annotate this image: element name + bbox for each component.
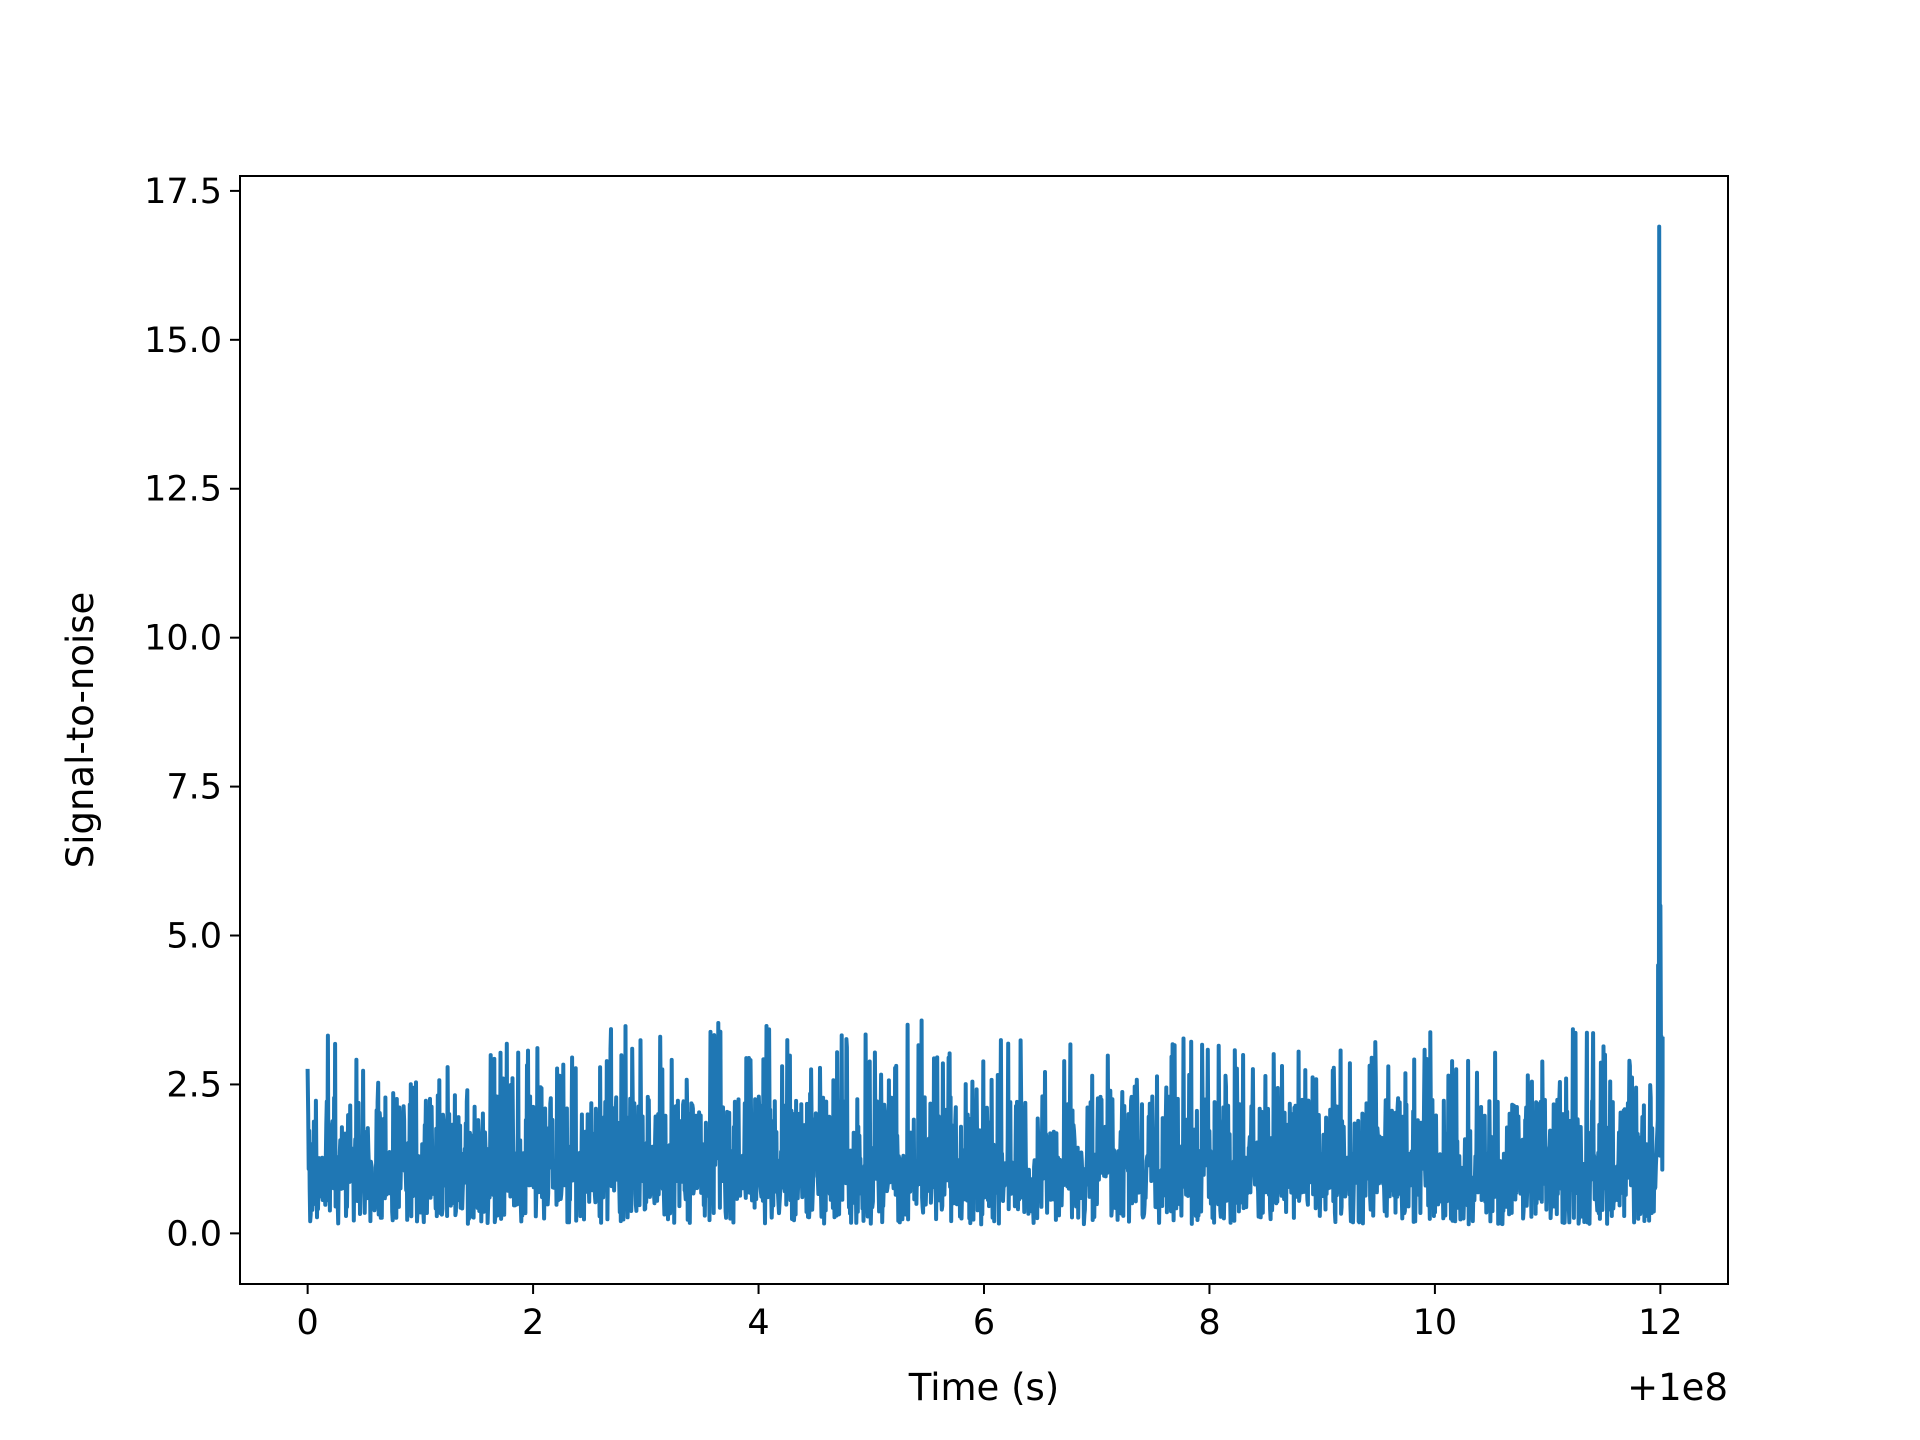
- y-tick-label: 0.0: [166, 1214, 222, 1254]
- x-tick-label: 8: [1198, 1303, 1220, 1343]
- signal-line-layer: [305, 224, 1665, 1227]
- x-offset-label: +1e8: [1627, 1366, 1728, 1409]
- y-tick-label: 2.5: [166, 1065, 222, 1105]
- y-axis-label: Signal-to-noise: [59, 592, 102, 869]
- x-tick-label: 12: [1638, 1303, 1683, 1343]
- y-tick-label: 17.5: [144, 172, 222, 212]
- x-tick-label: 2: [522, 1303, 544, 1343]
- x-tick-label: 4: [747, 1303, 769, 1343]
- signal-to-noise-line: [305, 224, 1665, 1227]
- x-tick-label: 10: [1413, 1303, 1458, 1343]
- y-ticks: 0.0 2.5 5.0 7.5 10.0 12.5 15.0 17.5: [144, 172, 240, 1254]
- y-tick-label: 7.5: [166, 768, 222, 808]
- y-tick-label: 15.0: [144, 321, 222, 361]
- y-tick-label: 10.0: [144, 619, 222, 659]
- y-tick-label: 5.0: [166, 917, 222, 957]
- x-axis-label: Time (s): [908, 1366, 1059, 1409]
- x-tick-label: 6: [973, 1303, 995, 1343]
- y-tick-label: 12.5: [144, 470, 222, 510]
- x-ticks: 0 2 4 6 8 10 12: [296, 1284, 1683, 1343]
- x-tick-label: 0: [296, 1303, 318, 1343]
